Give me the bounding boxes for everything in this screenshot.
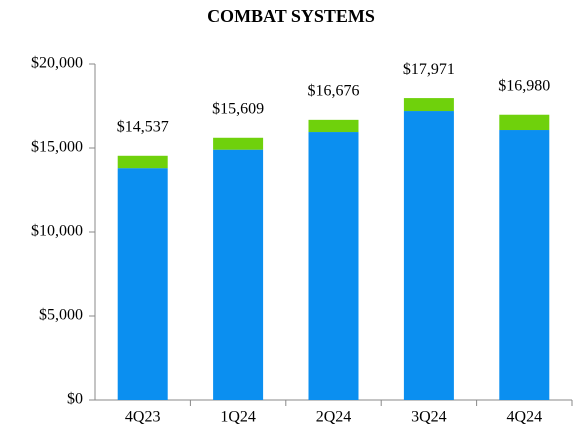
y-tick-label: $10,000 xyxy=(31,223,83,240)
x-tick-label: 1Q24 xyxy=(220,409,256,426)
y-tick-label: $5,000 xyxy=(39,307,83,324)
bar-segment xyxy=(308,132,359,401)
bar-segment xyxy=(213,149,264,400)
total-label: $17,971 xyxy=(403,61,455,78)
y-tick-label: $0 xyxy=(67,391,83,408)
total-label: $16,676 xyxy=(308,83,360,100)
x-tick-label: 4Q23 xyxy=(125,409,161,426)
bar-segment xyxy=(499,130,550,401)
y-tick-label: $20,000 xyxy=(31,55,83,72)
bar-segment xyxy=(499,114,550,131)
bar-segment xyxy=(403,111,454,400)
y-tick-label: $15,000 xyxy=(31,139,83,156)
x-tick-label: 2Q24 xyxy=(316,409,352,426)
bar-segment xyxy=(117,168,168,400)
chart-title: COMBAT SYSTEMS xyxy=(207,6,375,26)
bar-segment xyxy=(213,137,264,150)
bar-segment xyxy=(117,155,168,169)
x-tick-label: 4Q24 xyxy=(507,409,543,426)
bar-segment xyxy=(308,119,359,133)
total-label: $15,609 xyxy=(212,100,264,117)
total-label: $16,980 xyxy=(498,77,550,94)
total-label: $14,537 xyxy=(117,118,169,135)
x-tick-label: 3Q24 xyxy=(411,409,447,426)
bar-segment xyxy=(403,98,454,112)
